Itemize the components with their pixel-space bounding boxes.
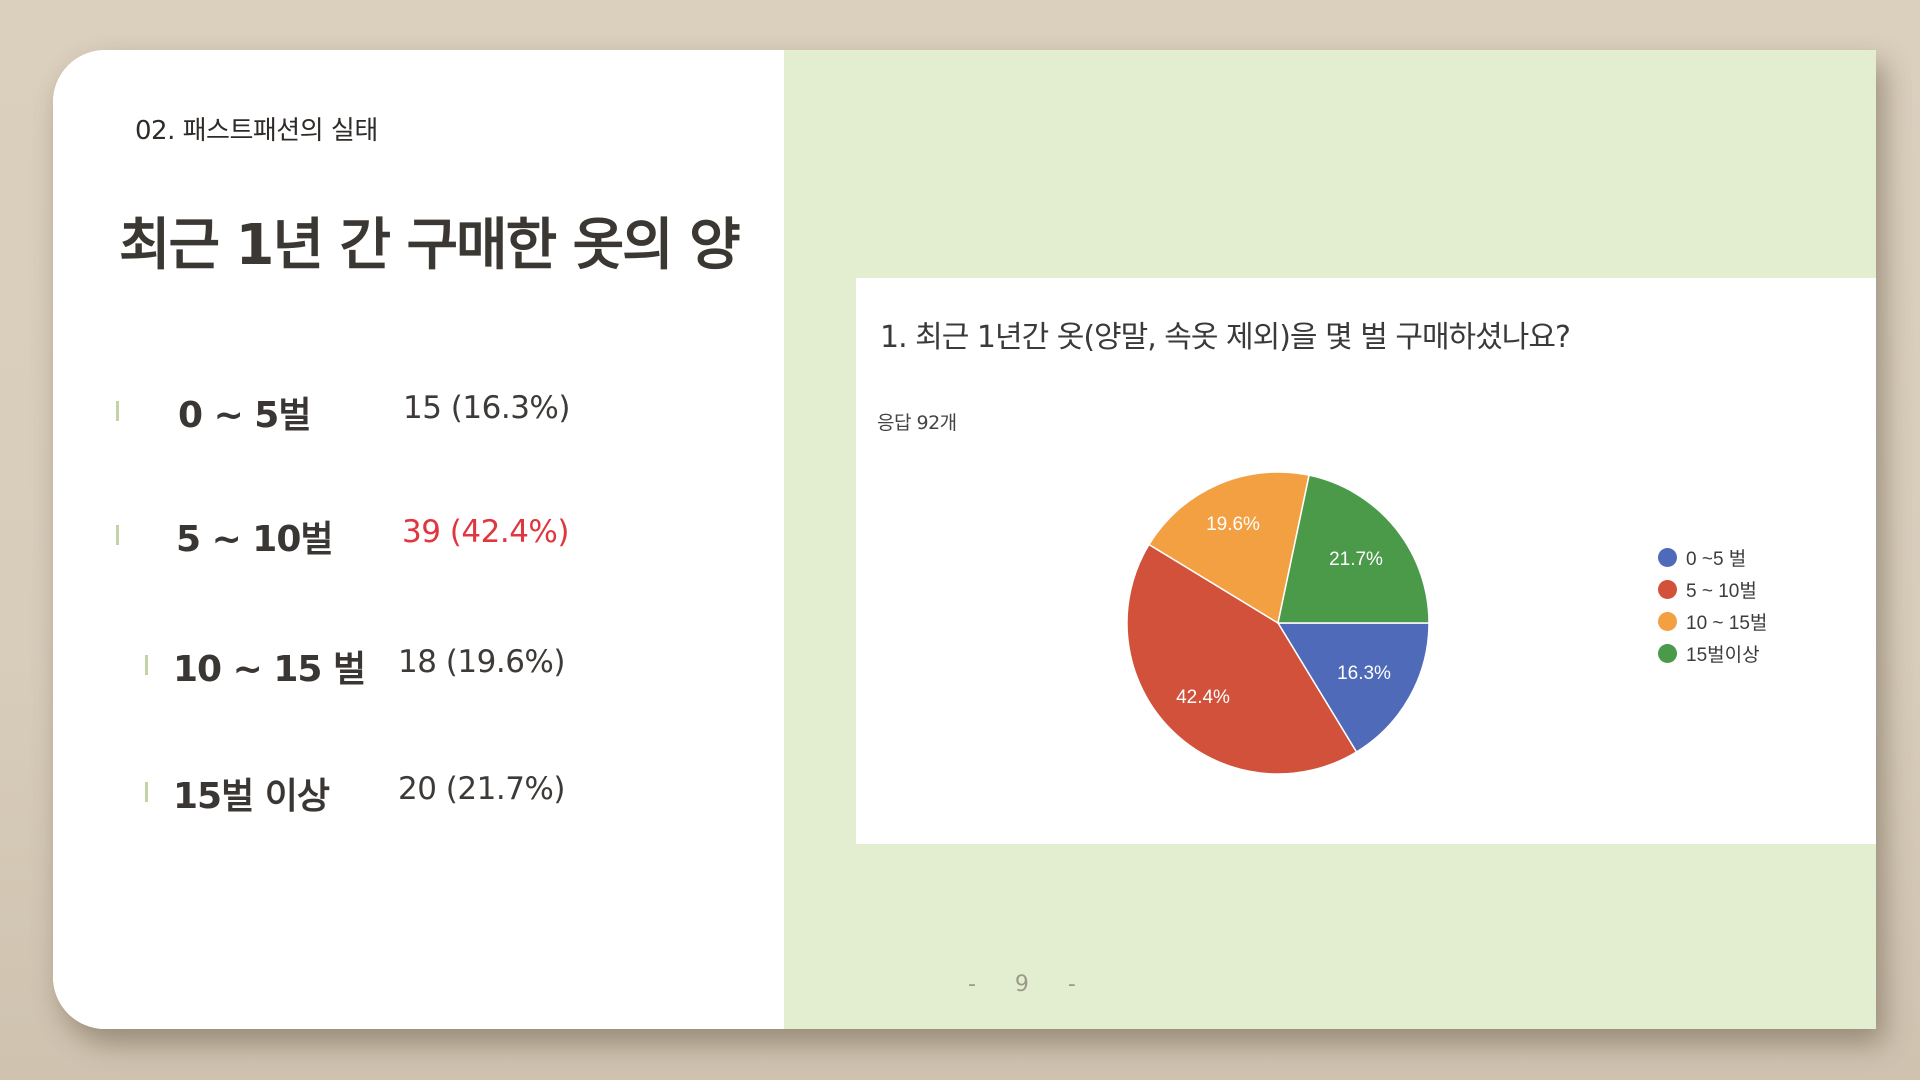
accent-bar: [116, 525, 119, 545]
accent-bar: [145, 782, 148, 802]
stat-label: 0 ~ 5벌: [178, 395, 311, 436]
right-panel: 1. 최근 1년간 옷(양말, 속옷 제외)을 몇 벌 구매하셨나요? 응답 9…: [784, 50, 1876, 1029]
legend-item[interactable]: 10 ~ 15벌: [1658, 605, 1767, 637]
pie-label: 42.4%: [1176, 687, 1230, 708]
section-label: 02. 패스트패션의 실태: [135, 116, 378, 146]
page-number: - 9 -: [968, 972, 1092, 997]
page-title: 최근 1년 간 구매한 옷의 양: [119, 213, 741, 278]
pie-slice-15-plus[interactable]: [1277, 474, 1430, 624]
stat-label: 15벌 이상: [173, 776, 330, 817]
chart-card: 1. 최근 1년간 옷(양말, 속옷 제외)을 몇 벌 구매하셨나요? 응답 9…: [856, 278, 1876, 844]
legend-item[interactable]: 15벌이상: [1658, 637, 1767, 669]
slide: 02. 패스트패션의 실태 최근 1년 간 구매한 옷의 양 0 ~ 5벌 15…: [53, 50, 1876, 1029]
stat-row: 5 ~ 10벌 39 (42.4%): [53, 510, 753, 560]
legend-item[interactable]: 5 ~ 10벌: [1658, 573, 1767, 605]
stat-label: 5 ~ 10벌: [176, 519, 333, 560]
pie-label: 16.3%: [1337, 663, 1391, 684]
stat-row: 15벌 이상 20 (21.7%): [53, 767, 753, 817]
accent-bar: [116, 401, 119, 421]
legend-dot-icon: [1658, 547, 1677, 567]
stat-label: 10 ~ 15 벌: [173, 649, 366, 690]
legend-dot-icon: [1658, 611, 1677, 631]
left-panel: 02. 패스트패션의 실태 최근 1년 간 구매한 옷의 양 0 ~ 5벌 15…: [53, 50, 784, 1029]
pie-slice-10-15[interactable]: [1147, 471, 1310, 625]
stat-row: 10 ~ 15 벌 18 (19.6%): [53, 640, 753, 690]
stat-row: 0 ~ 5벌 15 (16.3%): [53, 386, 753, 436]
chart-question: 1. 최근 1년간 옷(양말, 속옷 제외)을 몇 벌 구매하셨나요?: [880, 320, 1571, 355]
stat-value: 20 (21.7%): [398, 771, 565, 807]
pie-label: 21.7%: [1329, 549, 1383, 570]
legend-label: 0 ~5 벌: [1686, 548, 1747, 570]
legend-label: 5 ~ 10벌: [1686, 580, 1757, 602]
pie-slice-5-10[interactable]: [1126, 543, 1358, 775]
stat-value: 15 (16.3%): [403, 390, 570, 426]
response-count: 응답 92개: [877, 412, 957, 434]
legend-dot-icon: [1658, 643, 1677, 663]
legend-item[interactable]: 0 ~5 벌: [1658, 541, 1767, 573]
stat-value-highlight: 39 (42.4%): [402, 514, 569, 550]
legend-label: 15벌이상: [1686, 644, 1760, 666]
pie-label: 19.6%: [1206, 514, 1260, 535]
pie-slice-0-5[interactable]: [1276, 622, 1430, 754]
stat-value: 18 (19.6%): [398, 644, 565, 680]
chart-legend: 0 ~5 벌 5 ~ 10벌 10 ~ 15벌 15벌이상: [1658, 541, 1767, 669]
pie-chart: 16.3% 42.4% 19.6% 21.7%: [1126, 471, 1430, 775]
legend-label: 10 ~ 15벌: [1686, 612, 1768, 634]
accent-bar: [145, 655, 148, 675]
legend-dot-icon: [1658, 579, 1677, 599]
